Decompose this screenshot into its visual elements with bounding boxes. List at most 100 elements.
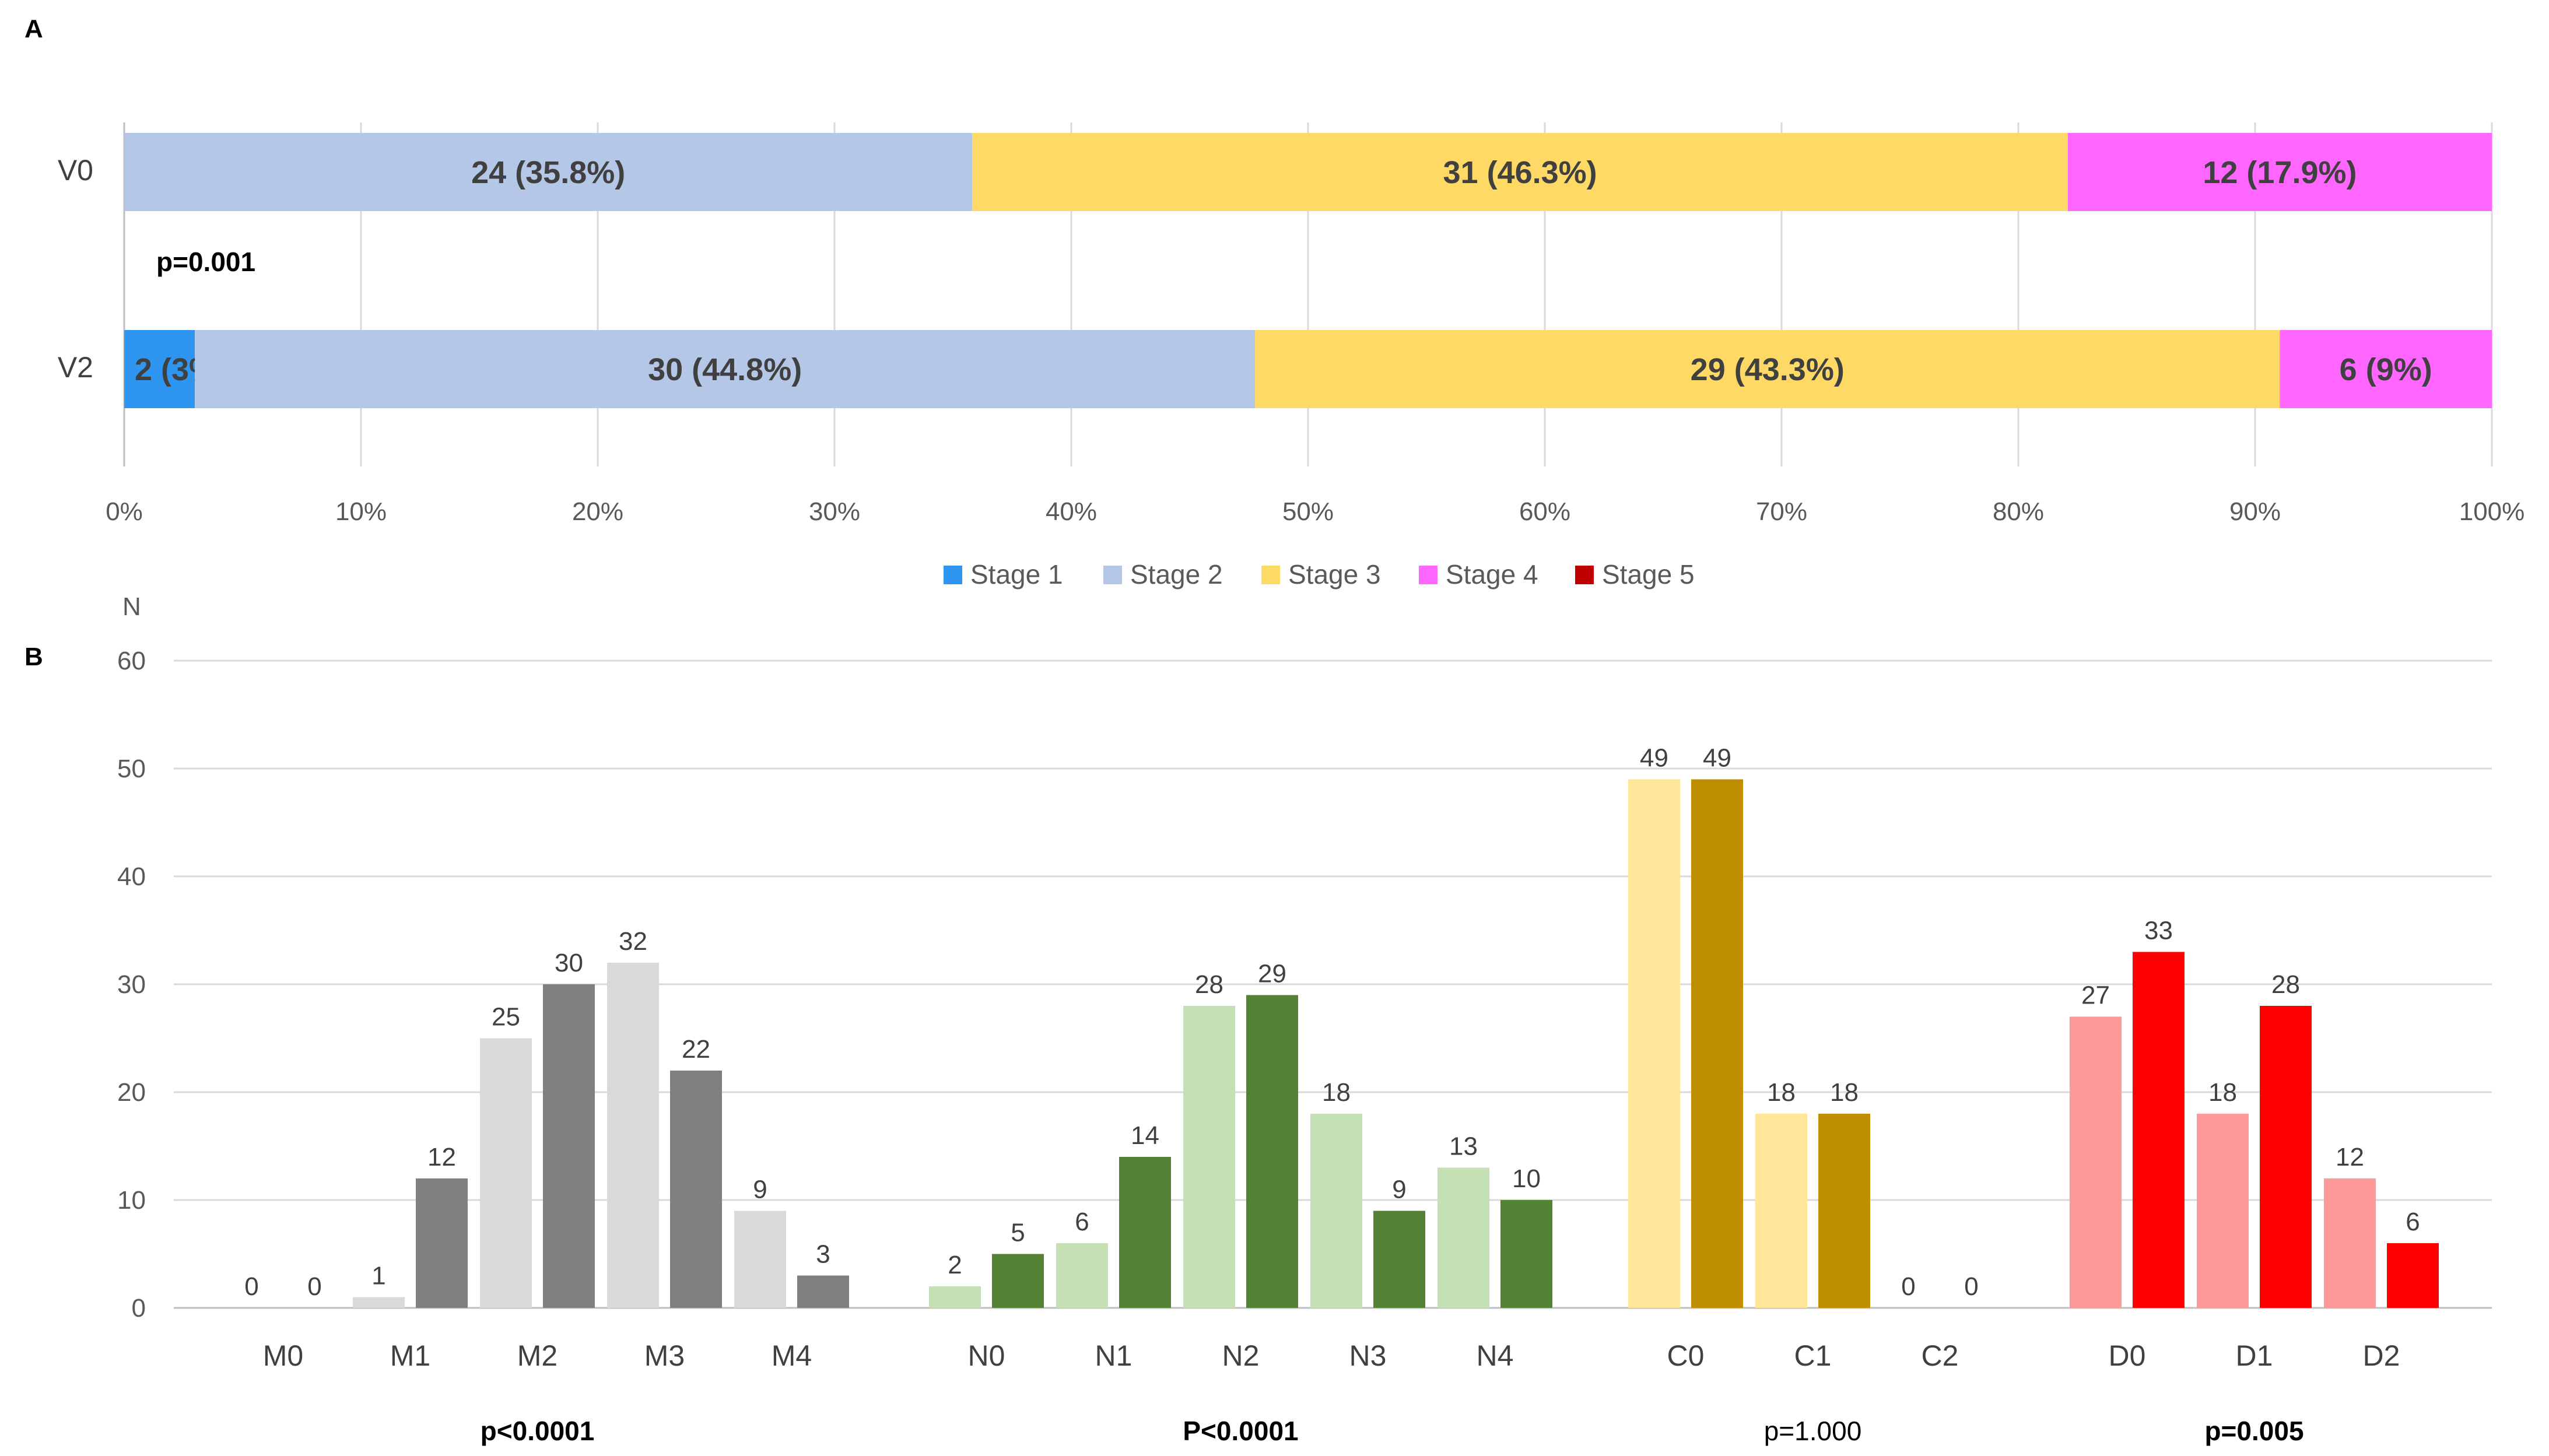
- bar-data-label: 28: [1195, 970, 1223, 999]
- y-tick-label: 40: [117, 862, 146, 891]
- bar-data-label: 14: [1131, 1121, 1159, 1150]
- category-label: D0: [2109, 1339, 2146, 1372]
- x-tick-label: 90%: [2229, 497, 2281, 526]
- category-label: D1: [2236, 1339, 2273, 1372]
- bar-data-label: 49: [1640, 744, 1668, 773]
- bar-data-label: 0: [1901, 1272, 1915, 1301]
- legend-swatch: [1103, 566, 1122, 584]
- bar-data-label: 27: [2081, 981, 2110, 1010]
- y-tick-label: 60: [117, 647, 146, 675]
- x-tick-label: 50%: [1282, 497, 1334, 526]
- stacked-bar-segment: [124, 330, 195, 408]
- category-label: V0: [58, 154, 93, 187]
- bar-data-label: 9: [753, 1176, 767, 1204]
- bar: [1183, 1006, 1235, 1308]
- bar-data-label: 6: [2406, 1208, 2420, 1236]
- category-label: M0: [263, 1339, 303, 1372]
- panel-b-y-unit: N: [122, 592, 141, 621]
- bar-data-label: 2: [948, 1251, 962, 1279]
- bar: [1691, 779, 1743, 1308]
- bar-data-label: 13: [1449, 1132, 1478, 1161]
- bar: [416, 1178, 468, 1308]
- bar-data-label: 18: [2208, 1078, 2237, 1107]
- category-label: N3: [1349, 1339, 1387, 1372]
- panel-a-label: A: [24, 15, 43, 43]
- bar: [1056, 1243, 1108, 1308]
- bar: [1246, 995, 1298, 1308]
- bar: [992, 1254, 1044, 1308]
- legend-label: Stage 4: [1446, 559, 1538, 590]
- category-label: M1: [390, 1339, 430, 1372]
- segment-data-label: 30 (44.8%): [648, 352, 802, 387]
- bar: [1500, 1200, 1552, 1308]
- segment-data-label: 31 (46.3%): [1443, 155, 1597, 190]
- category-label: M2: [517, 1339, 558, 1372]
- bar-data-label: 0: [1964, 1272, 1978, 1301]
- bar-data-label: 0: [244, 1272, 258, 1301]
- panel-b-category-labels: M0 M1 M2 M3 M4 N0 N1 N2 N3 N4 C0 C1 C2 D0 D1 D2: [263, 1339, 2400, 1372]
- bar-data-label: 12: [2336, 1143, 2364, 1171]
- bar: [1437, 1167, 1489, 1308]
- x-tick-label: 70%: [1756, 497, 1807, 526]
- panel-a-bars: 024 (35.8%)31 (46.3%)12 (17.9%)2 (3%)30 …: [124, 133, 2492, 408]
- panel-b-bars: [353, 779, 2439, 1308]
- bar-data-label: 5: [1011, 1219, 1025, 1247]
- segment-data-label: 6 (9%): [2340, 352, 2432, 387]
- category-label: V2: [58, 351, 93, 384]
- bar: [607, 963, 659, 1308]
- segment-data-label: 29 (43.3%): [1691, 352, 1845, 387]
- x-tick-label: 100%: [2459, 497, 2525, 526]
- bar-data-label: 18: [1767, 1078, 1796, 1107]
- legend-label: Stage 3: [1288, 559, 1381, 590]
- bar: [1373, 1211, 1425, 1308]
- x-tick-label: 80%: [1993, 497, 2044, 526]
- bar: [353, 1297, 405, 1308]
- bar: [797, 1275, 849, 1308]
- x-tick-label: 0%: [106, 497, 143, 526]
- category-label: N1: [1095, 1339, 1133, 1372]
- panel-a-category-labels: V0 V2: [58, 154, 93, 384]
- bar: [1628, 779, 1680, 1308]
- bar-data-label: 28: [2271, 970, 2300, 999]
- panel-b-group-p-values: p<0.0001 P<0.0001 p=1.000 p=0.005: [481, 1416, 2304, 1446]
- bar: [2070, 1016, 2122, 1308]
- group-p-value: p=1.000: [1764, 1416, 1862, 1446]
- y-tick-label: 10: [117, 1186, 146, 1215]
- segment-data-label: 24 (35.8%): [471, 155, 625, 190]
- category-label: M3: [644, 1339, 685, 1372]
- legend-swatch: [1575, 566, 1594, 584]
- stacked-bar-segment: [2280, 330, 2492, 408]
- bar-data-label: 32: [619, 927, 647, 956]
- bar: [734, 1211, 786, 1308]
- legend-swatch: [1261, 566, 1280, 584]
- bar-data-label: 18: [1830, 1078, 1859, 1107]
- category-label: N4: [1477, 1339, 1514, 1372]
- bar: [2387, 1243, 2439, 1308]
- stacked-bar-segment: [124, 133, 973, 211]
- segment-data-label: 12 (17.9%): [2203, 155, 2357, 190]
- stacked-bar-segment: [1255, 330, 2280, 408]
- bar: [543, 984, 595, 1308]
- bar: [2133, 952, 2185, 1308]
- group-p-value: p<0.0001: [481, 1416, 595, 1446]
- category-label: M4: [772, 1339, 812, 1372]
- bar: [1755, 1114, 1807, 1308]
- bar-data-label: 10: [1512, 1164, 1541, 1193]
- y-tick-label: 0: [132, 1294, 146, 1322]
- bar: [2324, 1178, 2376, 1308]
- stacked-bar-segment: [2067, 133, 2492, 211]
- x-tick-label: 40%: [1046, 497, 1097, 526]
- bar-data-label: 30: [555, 949, 583, 977]
- panel-a-legend: Stage 1 Stage 2 Stage 3 Stage 4 Stage 5: [944, 559, 1695, 590]
- bar-data-label: 49: [1703, 744, 1731, 773]
- bar: [929, 1286, 981, 1308]
- bar: [480, 1038, 532, 1308]
- bar-data-label: 33: [2144, 917, 2173, 945]
- bar: [1119, 1157, 1171, 1308]
- bar: [1818, 1114, 1870, 1308]
- x-tick-label: 60%: [1519, 497, 1570, 526]
- panel-a-x-tick-labels: 0% 10% 20% 30% 40% 50% 60% 70% 80% 90% 100%: [106, 497, 2525, 526]
- bar-data-label: 6: [1075, 1208, 1089, 1236]
